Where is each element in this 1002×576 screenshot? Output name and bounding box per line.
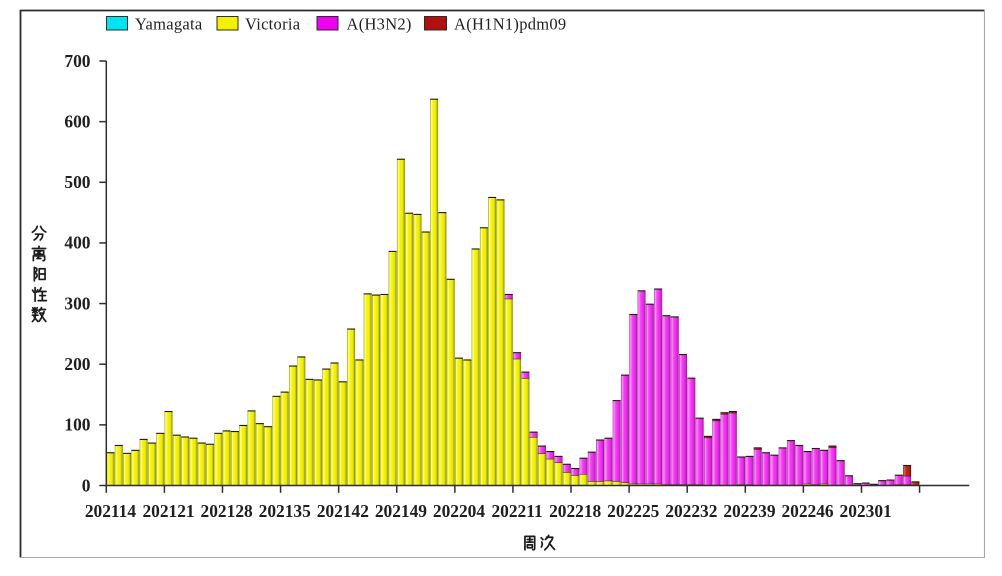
svg-text:202149: 202149	[375, 501, 427, 521]
svg-text:A(H3N2): A(H3N2)	[347, 15, 412, 34]
svg-text:Yamagata: Yamagata	[135, 15, 203, 34]
svg-text:202128: 202128	[201, 501, 253, 521]
svg-text:200: 200	[64, 354, 90, 374]
svg-text:500: 500	[64, 172, 90, 192]
svg-text:600: 600	[64, 111, 90, 131]
svg-text:100: 100	[64, 415, 90, 435]
svg-text:202142: 202142	[317, 501, 369, 521]
svg-text:202114: 202114	[85, 501, 137, 521]
svg-text:202232: 202232	[665, 501, 717, 521]
svg-text:300: 300	[64, 293, 90, 313]
svg-text:0: 0	[82, 475, 91, 495]
svg-text:202218: 202218	[549, 501, 601, 521]
svg-text:202204: 202204	[433, 501, 485, 521]
svg-text:202225: 202225	[607, 501, 659, 521]
svg-text:202246: 202246	[781, 501, 833, 521]
svg-text:202121: 202121	[142, 501, 194, 521]
svg-text:202135: 202135	[259, 501, 311, 521]
svg-text:700: 700	[64, 51, 90, 71]
svg-text:400: 400	[64, 233, 90, 253]
svg-text:202301: 202301	[840, 501, 892, 521]
svg-text:202239: 202239	[723, 501, 775, 521]
svg-text:202211: 202211	[491, 501, 542, 521]
svg-text:Victoria: Victoria	[245, 15, 301, 34]
svg-text:A(H1N1)pdm09: A(H1N1)pdm09	[454, 15, 566, 34]
